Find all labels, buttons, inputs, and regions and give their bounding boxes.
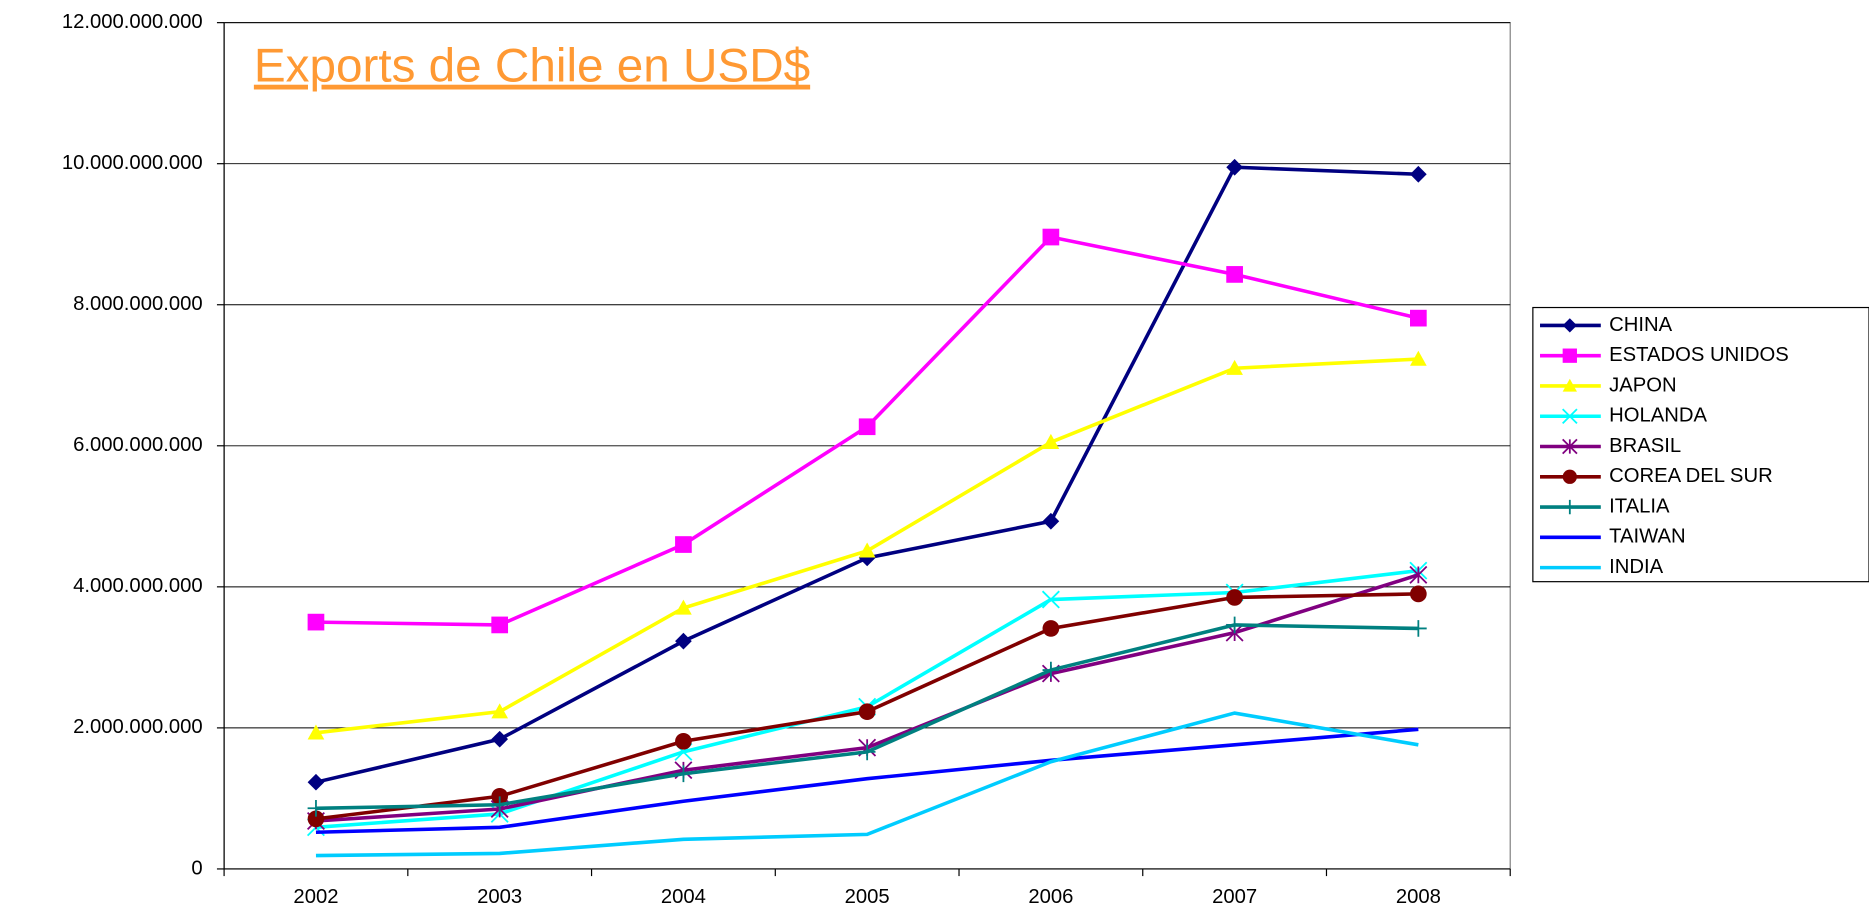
marker (858, 418, 876, 436)
x-tick-label: 2004 (661, 886, 706, 908)
series (307, 585, 1427, 828)
y-tick-label: 4.000.000.000 (73, 575, 202, 597)
marker (675, 765, 692, 783)
marker (1562, 378, 1577, 392)
series-line (315, 711, 1419, 858)
marker (858, 703, 876, 721)
marker (675, 536, 692, 553)
marker (307, 799, 325, 817)
y-tick-label: 0 (191, 857, 202, 879)
series (315, 711, 1419, 858)
legend-label: BRASIL (1609, 435, 1681, 457)
marker (1562, 499, 1577, 515)
marker (675, 632, 692, 650)
marker (1410, 309, 1427, 327)
marker (1562, 469, 1577, 484)
marker (1410, 585, 1427, 603)
legend-label: ITALIA (1609, 495, 1670, 517)
x-tick-label: 2006 (1028, 886, 1073, 908)
marker (1042, 228, 1060, 246)
x-tick-label: 2008 (1396, 886, 1441, 908)
series (307, 228, 1427, 634)
series (315, 727, 1419, 835)
marker (858, 542, 876, 558)
marker (1226, 616, 1243, 634)
y-tick-label: 10.000.000.000 (62, 152, 203, 174)
marker (307, 810, 325, 828)
x-tick-label: 2003 (477, 886, 522, 908)
chart-title: Exports de Chile en USD$ (254, 40, 810, 93)
marker (1410, 165, 1427, 183)
series-line (315, 727, 1419, 835)
marker (491, 730, 509, 748)
y-tick-label: 6.000.000.000 (73, 434, 202, 456)
marker (1226, 266, 1243, 283)
marker (1042, 433, 1060, 449)
x-tick-label: 2002 (293, 886, 338, 908)
legend-label: COREA DEL SUR (1609, 465, 1773, 487)
marker (858, 743, 876, 761)
marker (307, 773, 325, 791)
marker (1041, 590, 1060, 609)
marker (307, 724, 325, 740)
marker (1409, 565, 1428, 584)
marker (1562, 408, 1578, 425)
marker (1042, 661, 1060, 679)
legend-label: ESTADOS UNIDOS (1609, 344, 1789, 366)
series (307, 350, 1427, 740)
marker (491, 796, 509, 814)
series (307, 158, 1427, 791)
legend-label: JAPON (1609, 374, 1677, 396)
marker (491, 787, 509, 805)
legend-label: TAIWAN (1609, 526, 1685, 548)
legend-label: INDIA (1609, 556, 1663, 578)
marker (1410, 350, 1427, 366)
marker (1226, 158, 1243, 176)
marker (491, 616, 509, 634)
marker (1562, 348, 1577, 363)
x-tick-label: 2007 (1212, 886, 1257, 908)
marker (675, 599, 692, 615)
x-tick-label: 2005 (845, 886, 890, 908)
marker (1410, 620, 1427, 637)
marker (1562, 318, 1577, 333)
marker (1226, 589, 1243, 606)
y-tick-label: 2.000.000.000 (73, 716, 202, 738)
marker (1042, 512, 1060, 530)
marker (491, 703, 509, 719)
legend-label: HOLANDA (1609, 405, 1707, 427)
series (307, 616, 1427, 817)
marker (307, 613, 325, 631)
marker (1042, 620, 1060, 637)
y-tick-label: 8.000.000.000 (73, 293, 202, 315)
y-tick-label: 12.000.000.000 (62, 11, 203, 33)
marker (1562, 438, 1578, 455)
marker (1226, 359, 1243, 375)
legend-label: CHINA (1609, 314, 1672, 336)
marker (675, 732, 692, 750)
